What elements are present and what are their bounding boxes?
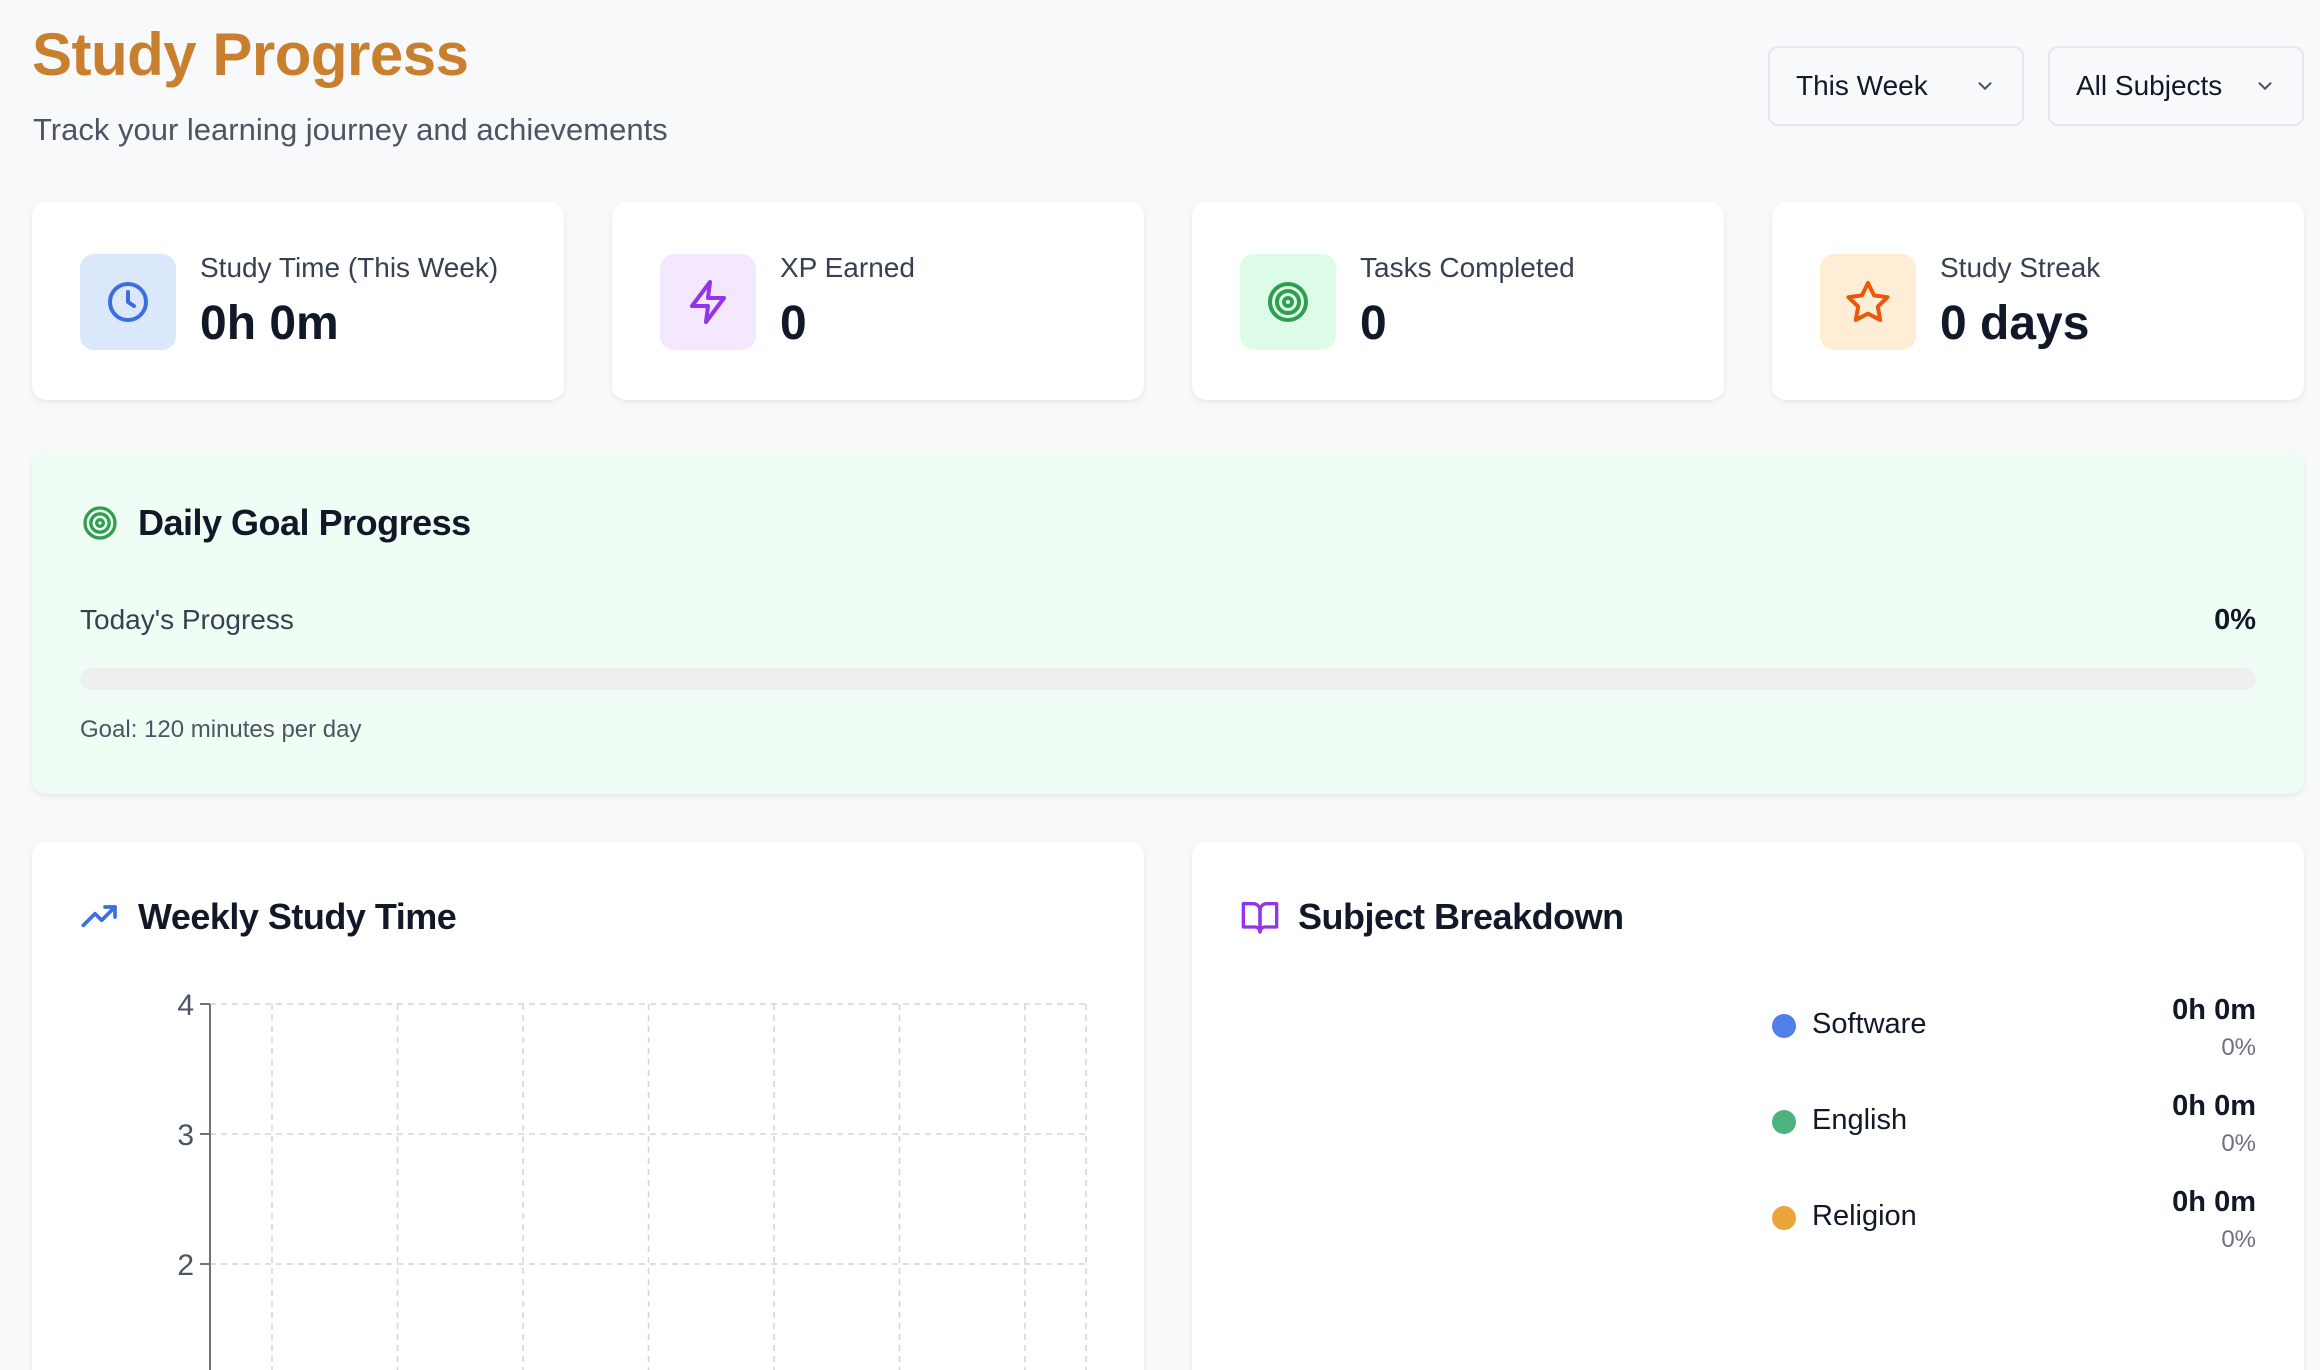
subject-row-religion: Religion 0h 0m 0% — [1772, 1186, 2256, 1266]
weekly-study-heading: Weekly Study Time — [80, 896, 457, 938]
stat-card-tasks: Tasks Completed 0 — [1192, 202, 1724, 400]
subject-row-english: English 0h 0m 0% — [1772, 1090, 2256, 1170]
progress-bar — [80, 668, 2256, 690]
page-title: Study Progress — [32, 21, 469, 88]
subject-name: Software — [1812, 1008, 1927, 1040]
lightning-icon — [660, 254, 756, 350]
subject-name: English — [1812, 1104, 1908, 1136]
subject-breakdown-heading: Subject Breakdown — [1240, 896, 1624, 938]
stat-value: 0h 0m — [200, 297, 339, 350]
subject-breakdown-title: Subject Breakdown — [1298, 896, 1624, 937]
target-icon — [1240, 254, 1336, 350]
stat-label: Tasks Completed — [1360, 252, 1575, 283]
subject-row-software: Software 0h 0m 0% — [1772, 994, 2256, 1074]
progress-percent: 0% — [2214, 604, 2256, 636]
subject-percent: 0% — [2221, 1034, 2256, 1061]
stat-card-study-time: Study Time (This Week) 0h 0m — [32, 202, 564, 400]
stat-label: Study Streak — [1940, 252, 2101, 283]
daily-goal-title: Daily Goal Progress — [138, 502, 471, 543]
page-subtitle: Track your learning journey and achievem… — [33, 112, 668, 147]
trending-up-icon — [81, 905, 117, 928]
progress-label: Today's Progress — [80, 604, 294, 635]
weekly-study-card: Weekly Study Time 4 3 2 — [32, 842, 1144, 1370]
y-axis-tick-label: 2 — [177, 1249, 194, 1282]
weekly-study-chart: 4 3 2 — [177, 989, 1087, 1370]
weekly-study-title: Weekly Study Time — [138, 896, 457, 937]
subject-select[interactable]: All Subjects — [2048, 46, 2304, 126]
stat-card-streak: Study Streak 0 days — [1772, 202, 2304, 400]
subject-breakdown-card: Subject Breakdown Software 0h 0m 0% Engl… — [1192, 842, 2304, 1370]
subject-percent: 0% — [2221, 1130, 2256, 1157]
y-axis-tick-label: 3 — [177, 1119, 194, 1152]
subject-time: 0h 0m — [2172, 1090, 2256, 1122]
subject-time: 0h 0m — [2172, 994, 2256, 1026]
stat-label: XP Earned — [780, 252, 915, 283]
stat-label: Study Time (This Week) — [200, 252, 499, 283]
y-axis-tick-label: 4 — [177, 989, 194, 1022]
chevron-down-icon — [2258, 82, 2272, 90]
stat-card-xp: XP Earned 0 — [612, 202, 1144, 400]
book-open-icon — [1241, 902, 1279, 934]
star-icon — [1820, 254, 1916, 350]
daily-goal-heading: Daily Goal Progress — [80, 502, 471, 544]
subject-time: 0h 0m — [2172, 1186, 2256, 1218]
daily-goal-card: Daily Goal Progress Today's Progress 0% … — [32, 452, 2304, 794]
period-select[interactable]: This Week — [1768, 46, 2024, 126]
target-icon — [83, 506, 117, 540]
clock-icon — [80, 254, 176, 350]
period-select-value: This Week — [1796, 70, 1928, 101]
legend-dot — [1772, 1206, 1796, 1230]
subject-select-value: All Subjects — [2076, 70, 2223, 101]
goal-note: Goal: 120 minutes per day — [80, 716, 362, 743]
stat-value: 0 — [1360, 297, 1387, 350]
chevron-down-icon — [1978, 82, 1992, 90]
stat-value: 0 — [780, 297, 807, 350]
subject-percent: 0% — [2221, 1226, 2256, 1253]
subject-name: Religion — [1812, 1200, 1917, 1232]
legend-dot — [1772, 1014, 1796, 1038]
legend-dot — [1772, 1110, 1796, 1134]
stat-value: 0 days — [1940, 297, 2090, 350]
